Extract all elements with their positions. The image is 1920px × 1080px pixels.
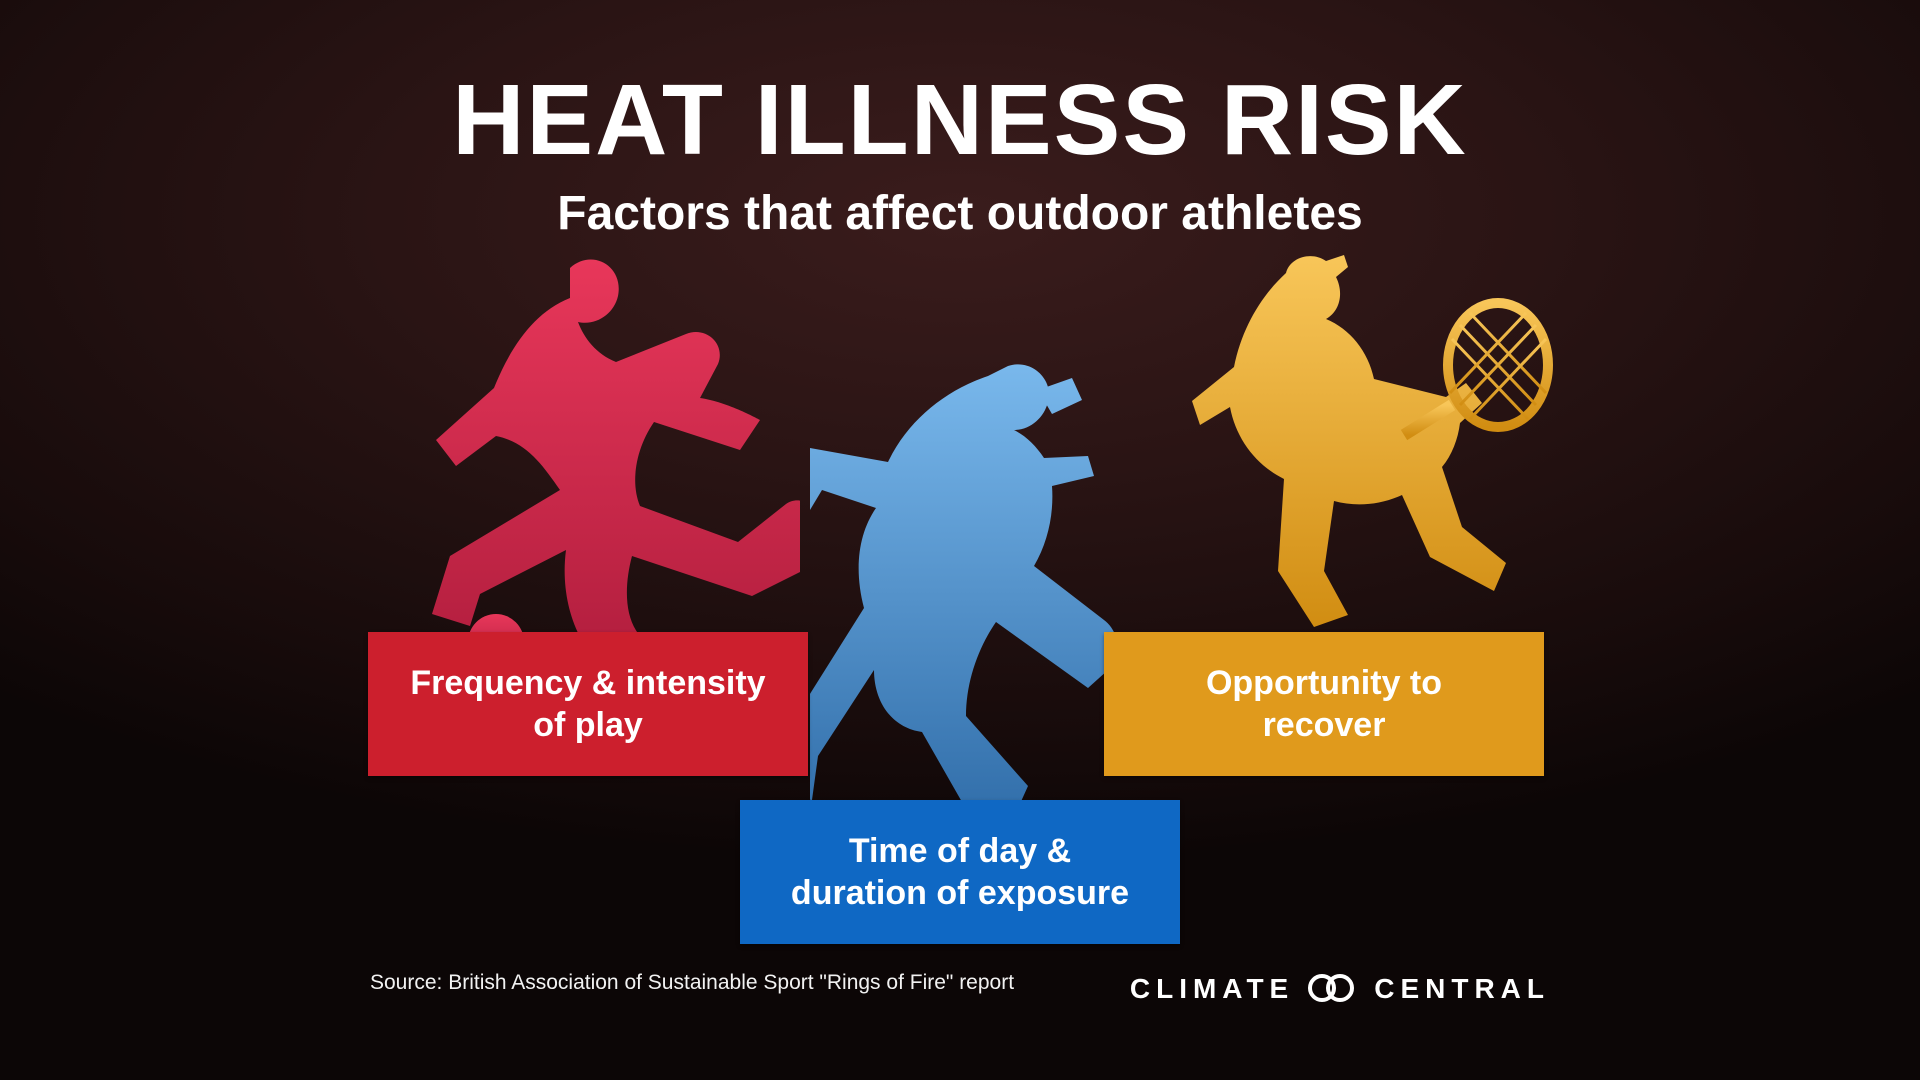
subtitle: Factors that affect outdoor athletes [0,190,1920,238]
soccer-player-icon [420,250,800,680]
runner-svg [810,360,1170,850]
runner-icon [810,360,1170,850]
card-recover-text: Opportunity torecover [1206,662,1442,747]
climate-central-logo: CLIMATE CENTRAL [1130,973,1550,1005]
card-frequency-text: Frequency & intensityof play [410,662,765,747]
soccer-svg [420,250,800,680]
main-title: HEAT ILLNESS RISK [0,70,1920,170]
card-time-text: Time of day &duration of exposure [791,830,1129,915]
source-citation: Source: British Association of Sustainab… [370,971,1014,995]
tennis-player-icon [1190,255,1570,645]
card-time-of-day: Time of day &duration of exposure [740,800,1180,944]
brand-word-right: CENTRAL [1374,973,1550,1005]
card-frequency: Frequency & intensityof play [368,632,808,776]
infographic-stage: HEAT ILLNESS RISK Factors that affect ou… [0,0,1920,1080]
card-recover: Opportunity torecover [1104,632,1544,776]
brand-word-left: CLIMATE [1130,973,1294,1005]
tennis-svg [1190,255,1570,645]
logo-rings-icon [1308,974,1360,1004]
